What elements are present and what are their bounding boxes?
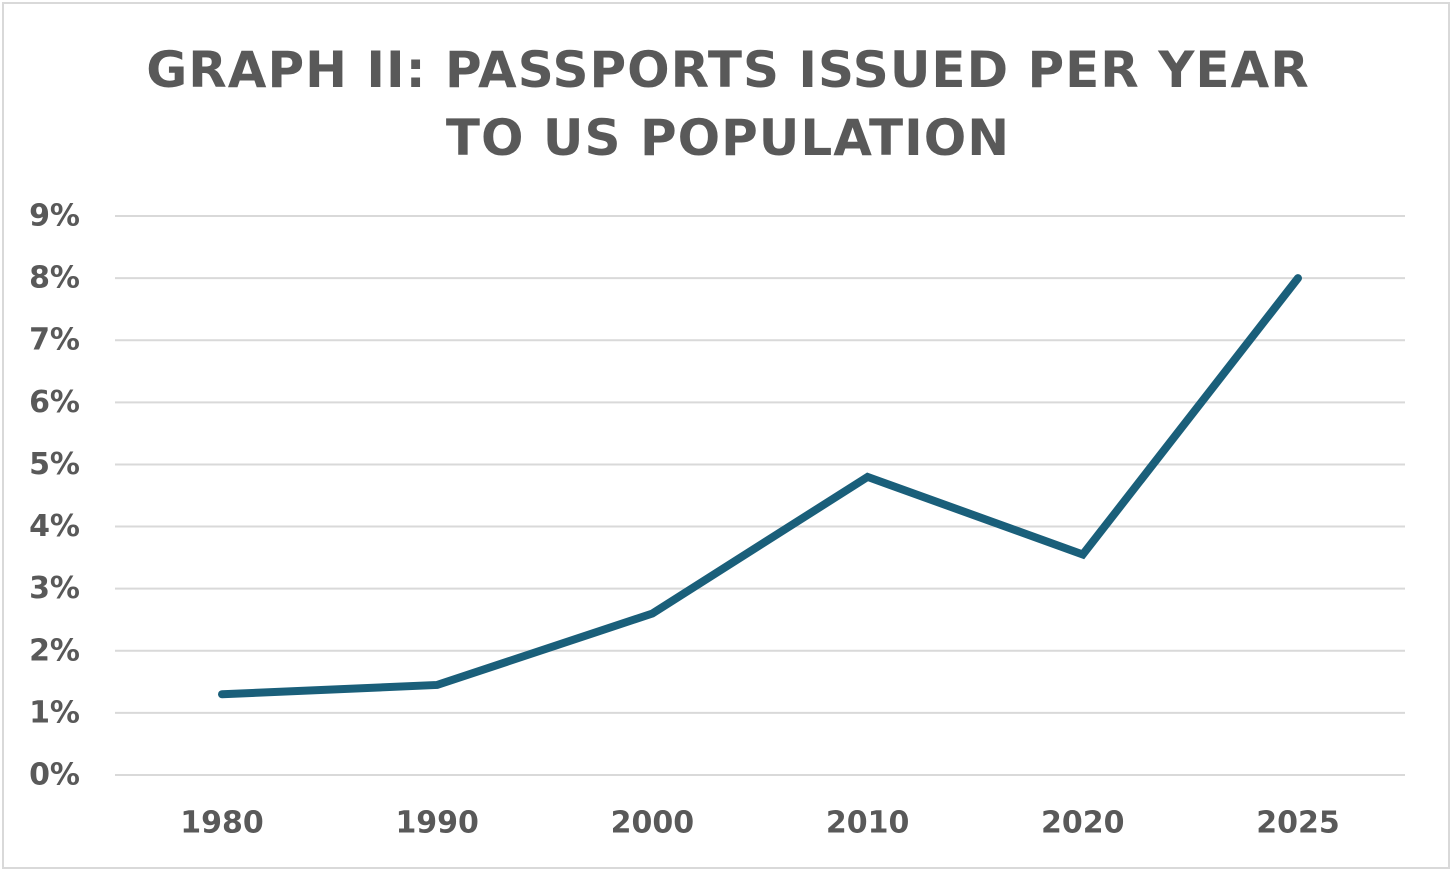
x-tick-label: 2000 — [611, 806, 695, 841]
y-tick-label: 8% — [29, 261, 80, 296]
y-tick-label: 3% — [29, 571, 80, 606]
x-axis-tick-labels: 1980 1990 2000 2010 2020 2025 — [180, 806, 1340, 841]
y-tick-label: 5% — [29, 447, 80, 482]
x-tick-label: 1990 — [395, 806, 479, 841]
series-group — [218, 274, 1302, 699]
chart-title: Graph II: Passports Issued Per Year to U… — [0, 36, 1456, 172]
x-tick-label: 2010 — [826, 806, 910, 841]
y-tick-label: 1% — [29, 695, 80, 730]
chart-title-line-2: to US Population — [445, 109, 1011, 167]
y-tick-label: 6% — [29, 385, 80, 420]
y-tick-label: 9% — [29, 199, 80, 234]
y-tick-label: 0% — [29, 758, 80, 793]
y-axis-tick-labels: 0% 1% 2% 3% 4% 5% 6% 7% 8% 9% — [29, 199, 80, 793]
x-tick-label: 1980 — [180, 806, 264, 841]
chart-title-line-1: Graph II: Passports Issued Per Year — [146, 41, 1310, 99]
y-tick-label: 4% — [29, 509, 80, 544]
y-tick-label: 7% — [29, 323, 80, 358]
x-tick-label: 2025 — [1256, 806, 1340, 841]
gridlines — [115, 215, 1405, 776]
y-tick-label: 2% — [29, 633, 80, 668]
x-tick-label: 2020 — [1041, 806, 1125, 841]
series-line — [218, 274, 1302, 699]
